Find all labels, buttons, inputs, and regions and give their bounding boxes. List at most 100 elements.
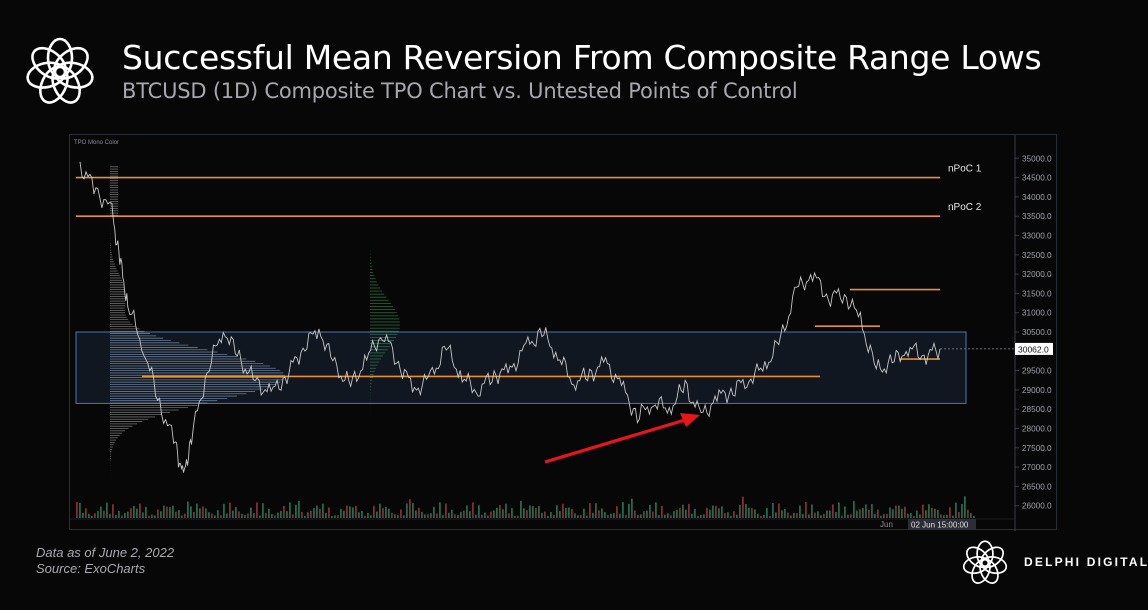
y-tick-label: 31000.0 bbox=[1022, 309, 1052, 318]
volume-bar bbox=[157, 509, 159, 518]
volume-bar bbox=[292, 514, 294, 518]
page-subtitle: BTCUSD (1D) Composite TPO Chart vs. Unte… bbox=[122, 79, 798, 103]
volume-bar bbox=[700, 514, 702, 518]
volume-bar bbox=[229, 502, 231, 518]
volume-bar bbox=[343, 510, 345, 518]
volume-bar bbox=[346, 505, 348, 518]
data-note: Data as of June 2, 2022 bbox=[36, 545, 175, 560]
page-title: Successful Mean Reversion From Composite… bbox=[122, 38, 1042, 77]
volume-bar bbox=[181, 515, 183, 518]
indicator-label: TPO Mono Color bbox=[74, 140, 119, 146]
volume-bar bbox=[364, 515, 366, 518]
volume-bar bbox=[712, 505, 714, 518]
composite-range-box bbox=[75, 331, 967, 404]
volume-bar bbox=[814, 512, 816, 518]
volume-bar bbox=[433, 506, 435, 518]
volume-bar bbox=[706, 507, 708, 518]
volume-bar bbox=[832, 504, 834, 518]
volume-bar bbox=[430, 513, 432, 518]
volume-bar bbox=[289, 502, 291, 518]
volume-bar bbox=[445, 503, 447, 518]
volume-bar bbox=[109, 513, 111, 518]
volume-bar bbox=[553, 515, 555, 518]
volume-bar bbox=[472, 502, 474, 518]
volume-bar bbox=[241, 513, 243, 518]
volume-bar bbox=[76, 502, 78, 518]
volume-bar bbox=[835, 511, 837, 518]
volume-bar bbox=[535, 507, 537, 518]
volume-bar bbox=[847, 514, 849, 518]
brand-name: DELPHI DIGITAL bbox=[1024, 555, 1148, 569]
volume-bar bbox=[631, 498, 633, 518]
volume-bar bbox=[400, 509, 402, 518]
volume-bar bbox=[115, 515, 117, 518]
logo-petal bbox=[31, 46, 67, 80]
volume-bar bbox=[493, 510, 495, 518]
volume-bar bbox=[190, 506, 192, 518]
volume-bar bbox=[133, 505, 135, 518]
volume-bar bbox=[370, 515, 372, 518]
volume-bar bbox=[637, 514, 639, 518]
volume-bar bbox=[613, 513, 615, 518]
volume-bar bbox=[664, 514, 666, 518]
y-tick-label: 33000.0 bbox=[1022, 232, 1052, 241]
volume-profile bbox=[370, 250, 400, 456]
volume-bar bbox=[415, 510, 417, 518]
volume-bar bbox=[187, 501, 189, 518]
volume-bar bbox=[196, 503, 198, 518]
y-tick-label: 26500.0 bbox=[1022, 482, 1052, 491]
volume-bar bbox=[892, 509, 894, 518]
volume-bar bbox=[850, 514, 852, 518]
tpo-chart[interactable]: TPO Mono Color 35000.0 34500.0 34000.0 33500… bbox=[69, 134, 1058, 531]
volume-bar bbox=[964, 496, 966, 518]
volume-bar bbox=[451, 509, 453, 518]
volume-bar bbox=[358, 512, 360, 518]
volume-bar bbox=[361, 510, 363, 518]
volume-bar bbox=[283, 505, 285, 518]
logo-petal bbox=[966, 546, 990, 569]
volume-bar bbox=[625, 514, 627, 518]
y-tick-label: 31500.0 bbox=[1022, 289, 1052, 298]
volume-bar bbox=[511, 508, 513, 518]
volume-bar bbox=[838, 502, 840, 518]
volume-bar bbox=[751, 508, 753, 518]
crosshair-box bbox=[908, 519, 976, 530]
volume-bar bbox=[151, 514, 153, 518]
volume-bar bbox=[886, 514, 888, 518]
volume-bar bbox=[202, 506, 204, 518]
volume-bar bbox=[88, 513, 90, 518]
volume-bar bbox=[85, 508, 87, 518]
volume-bar bbox=[742, 496, 744, 518]
y-tick-label: 29000.0 bbox=[1022, 386, 1052, 395]
volume-bar bbox=[274, 515, 276, 518]
volume-bar bbox=[265, 512, 267, 518]
volume-bars bbox=[76, 496, 975, 518]
volume-bar bbox=[547, 515, 549, 518]
volume-bar bbox=[175, 511, 177, 518]
volume-bar bbox=[418, 507, 420, 518]
volume-bar bbox=[589, 503, 591, 518]
volume-bar bbox=[628, 503, 630, 518]
volume-bar bbox=[658, 515, 660, 518]
volume-bar bbox=[817, 511, 819, 518]
volume-bar bbox=[694, 508, 696, 518]
volume-bar bbox=[967, 509, 969, 518]
volume-bar bbox=[82, 513, 84, 518]
volume-bar bbox=[232, 510, 234, 518]
current-price-box bbox=[1015, 342, 1053, 355]
volume-bar bbox=[853, 500, 855, 518]
volume-bar bbox=[178, 510, 180, 518]
volume-bar bbox=[406, 503, 408, 518]
volume-bar bbox=[379, 503, 381, 518]
annotation-arrow-head bbox=[680, 413, 700, 427]
volume-bar bbox=[715, 505, 717, 518]
volume-bar bbox=[169, 507, 171, 518]
volume-bar bbox=[490, 511, 492, 518]
volume-bar bbox=[154, 515, 156, 518]
volume-bar bbox=[874, 514, 876, 518]
chart-canvas[interactable]: TPO Mono Color 35000.0 34500.0 34000.0 33500… bbox=[70, 135, 1058, 531]
volume-bar bbox=[496, 507, 498, 518]
y-tick-label: 27000.0 bbox=[1022, 463, 1052, 472]
volume-bar bbox=[889, 507, 891, 518]
volume-bar bbox=[829, 510, 831, 518]
